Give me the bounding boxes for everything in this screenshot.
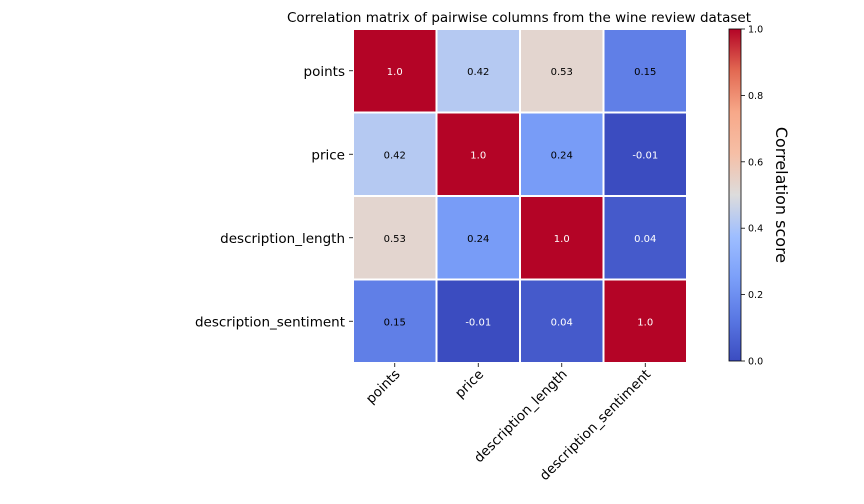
cell-value-label: -0.01 <box>465 317 491 328</box>
cell-value-label: 0.53 <box>551 67 573 78</box>
colorbar <box>728 28 742 362</box>
colorbar-ticks: 0.0 0.2 0.4 0.6 0.8 1.0 <box>741 25 763 368</box>
y-tick-label: description_sentiment <box>195 314 345 330</box>
cell-value-label: 0.42 <box>467 67 489 78</box>
cell-value-label: 0.53 <box>384 234 406 245</box>
cell-value-label: 0.04 <box>634 234 656 245</box>
heatmap-cells <box>352 28 688 364</box>
colorbar-tick-label: 0.8 <box>748 91 763 102</box>
heatmap-cell-labels: 1.0 0.42 0.53 0.15 0.42 1.0 0.24 -0.01 0.53 0.24 1… <box>384 67 659 329</box>
cell-value-label: 0.24 <box>551 150 573 161</box>
cell-value-label: 1.0 <box>470 150 486 161</box>
y-tick-labels: points price description_length description… <box>195 64 353 330</box>
heatmap-cell <box>435 111 521 197</box>
colorbar-tick-label: 0.4 <box>748 224 763 235</box>
colorbar-label: Correlation score <box>772 127 791 263</box>
heatmap-cell <box>435 28 521 114</box>
heatmap-cell <box>602 111 688 197</box>
cell-value-label: 1.0 <box>637 317 653 328</box>
cell-value-label: 0.42 <box>384 150 406 161</box>
heatmap-cell <box>602 278 688 364</box>
y-tick-label: points <box>304 64 345 80</box>
cell-value-label: 0.15 <box>384 317 406 328</box>
x-tick-label: description_length <box>471 367 571 467</box>
cell-value-label: 0.24 <box>467 234 489 245</box>
heatmap-cell <box>435 195 521 281</box>
heatmap-cell <box>602 28 688 114</box>
heatmap-cell <box>435 278 521 364</box>
x-tick-label: price <box>452 367 487 402</box>
cell-value-label: -0.01 <box>632 150 658 161</box>
colorbar-tick-label: 0.0 <box>748 357 763 368</box>
y-tick-label: price <box>311 147 345 163</box>
cell-value-label: 1.0 <box>554 234 570 245</box>
cell-value-label: 0.15 <box>634 67 656 78</box>
colorbar-tick-label: 1.0 <box>748 25 763 36</box>
x-tick-label: points <box>363 367 404 408</box>
y-tick-label: description_length <box>220 231 345 247</box>
cell-value-label: 1.0 <box>387 67 403 78</box>
x-tick-labels: points pricedescription_lengthdescription… <box>363 363 654 484</box>
heatmap-cell <box>602 195 688 281</box>
colorbar-tick-label: 0.6 <box>748 157 763 168</box>
chart-title: Correlation matrix of pairwise columns f… <box>287 10 751 26</box>
cell-value-label: 0.04 <box>551 317 573 328</box>
colorbar-tick-label: 0.2 <box>748 290 763 301</box>
